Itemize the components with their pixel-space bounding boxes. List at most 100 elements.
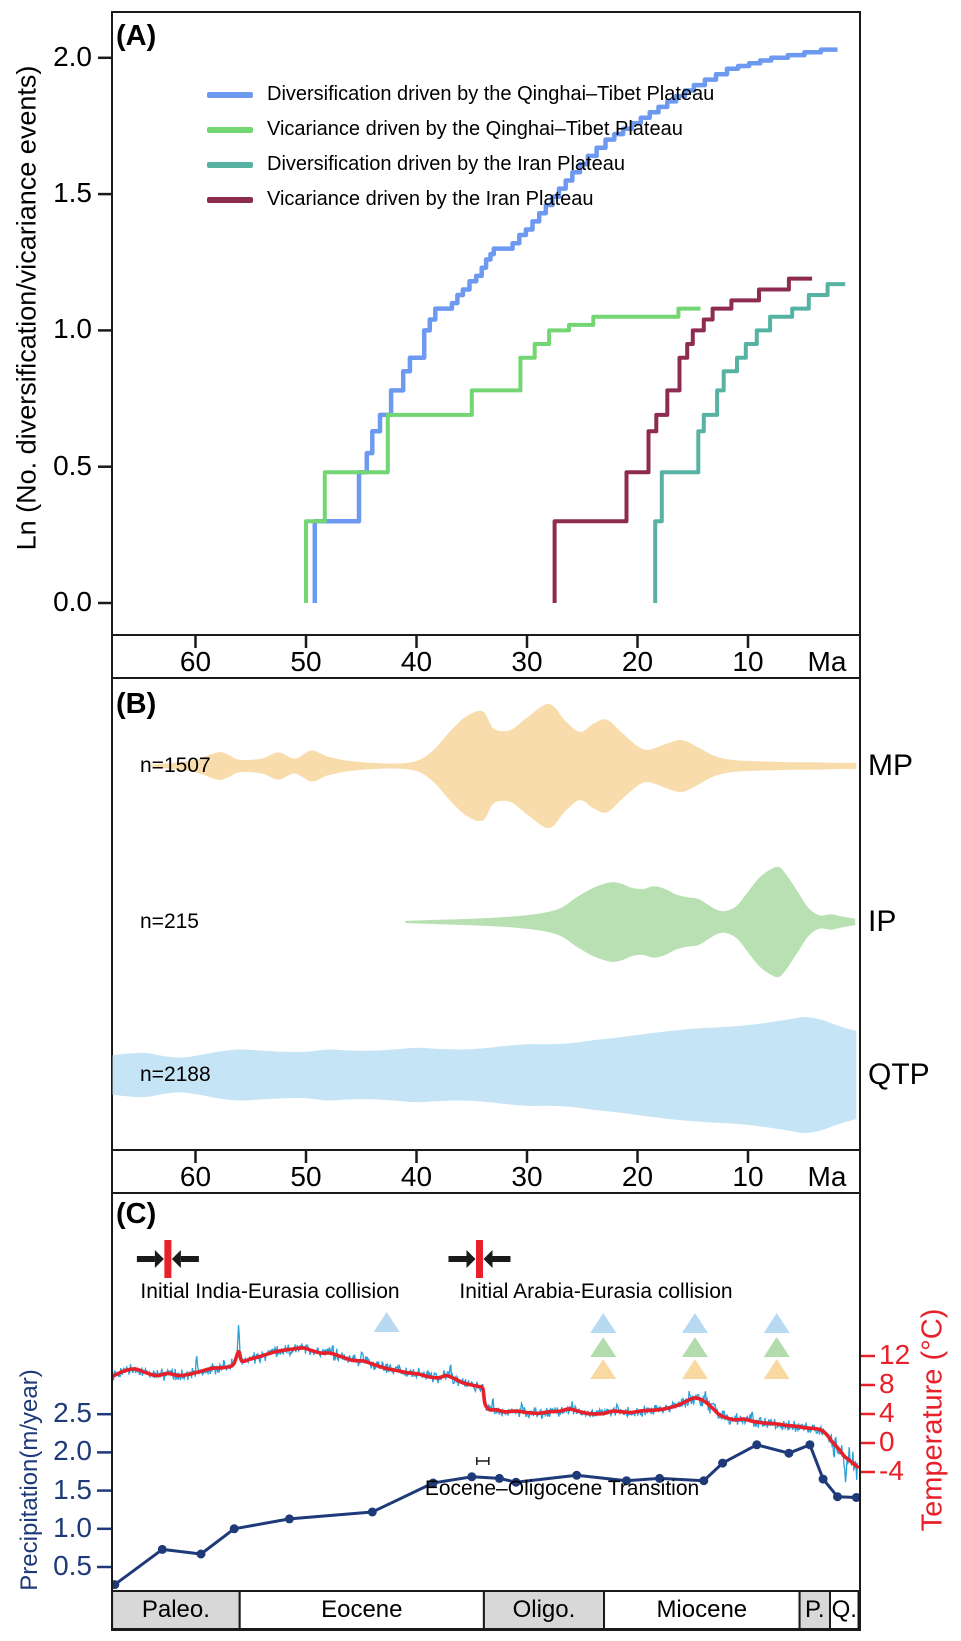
precipitation-point: [718, 1458, 728, 1468]
collision-arrow-right-icon: [492, 1256, 511, 1262]
legend-swatch-line: [207, 196, 253, 203]
temperature-smooth-curve: [113, 1346, 859, 1469]
temperature-axis-label: Temperature (°C): [916, 1308, 949, 1532]
violin-count-label: n=1507: [140, 754, 211, 777]
precipitation-point: [367, 1507, 377, 1517]
epoch-label: Paleo.: [141, 1596, 210, 1623]
x-axis-unit-label: Ma: [807, 646, 847, 677]
temperature-tick-label: 0: [879, 1426, 895, 1457]
violin-group-label: IP: [868, 905, 897, 938]
epoch-segment: [482, 1590, 606, 1630]
panel-c-box: [111, 1192, 861, 1631]
precipitation-point: [805, 1440, 815, 1450]
epoch-label: Miocene: [656, 1596, 748, 1623]
temperature-tick-label: 8: [879, 1368, 895, 1399]
precipitation-tick-label: 0.5: [53, 1550, 92, 1581]
collision-arrowhead-icon: [171, 1250, 181, 1268]
precipitation-curve: [113, 1443, 857, 1586]
precipitation-point: [511, 1477, 521, 1487]
collision-bar-icon: [475, 1240, 483, 1278]
temperature-tick-label: 4: [879, 1397, 895, 1428]
panel-a-y-tick-label: 2.0: [53, 40, 92, 72]
uplift-triangle: [590, 1359, 617, 1379]
legend-item-label: Diversification driven by the Iran Plate…: [267, 153, 625, 175]
precipitation-point: [467, 1472, 477, 1482]
step-curve: [312, 47, 838, 603]
precipitation-point: [655, 1473, 665, 1483]
x-axis-unit-label: Ma: [807, 1161, 847, 1192]
uplift-triangle: [590, 1313, 617, 1333]
precipitation-point: [428, 1478, 438, 1488]
step-curve: [304, 306, 701, 603]
legend-item: Diversification driven by the Qinghai–Ti…: [207, 83, 714, 106]
uplift-triangle: [681, 1337, 708, 1357]
precipitation-point: [572, 1470, 582, 1480]
x-tick-label: 50: [290, 1161, 322, 1192]
x-tick-label: 50: [290, 646, 322, 677]
precipitation-point: [818, 1474, 828, 1484]
precipitation-point: [157, 1544, 167, 1554]
legend-swatch-line: [207, 126, 253, 133]
step-curve: [653, 282, 846, 603]
collision-arrow-left-icon: [448, 1256, 467, 1262]
precipitation-point: [622, 1476, 631, 1486]
epoch-label: Q.: [831, 1596, 857, 1623]
uplift-triangle: [681, 1359, 708, 1379]
x-tick-label: 40: [400, 1161, 433, 1192]
india-collision-label: Initial India-Eurasia collision: [140, 1280, 400, 1303]
legend-item-label: Vicariance driven by the Iran Plateau: [267, 188, 594, 210]
x-tick-label: 30: [511, 646, 543, 677]
temperature-tick-label: 12: [879, 1339, 911, 1370]
precipitation-point: [833, 1492, 842, 1502]
precipitation-point: [229, 1524, 239, 1534]
collision-arrowhead-icon: [483, 1250, 493, 1268]
x-tick-label: 30: [511, 1161, 543, 1192]
legend-swatch-line: [207, 91, 253, 98]
violin-count-label: n=2188: [140, 1063, 211, 1086]
violin-count-label: n=215: [140, 910, 199, 933]
uplift-triangle: [763, 1337, 790, 1357]
legend-swatch-line: [207, 161, 253, 168]
violin-qtp: [112, 1016, 857, 1134]
precipitation-point: [699, 1476, 709, 1486]
panel-c-letter: (C): [116, 1198, 157, 1230]
epoch-segment: [111, 1590, 241, 1630]
x-tick-label: 60: [179, 1161, 212, 1192]
uplift-triangle: [373, 1312, 400, 1332]
uplift-triangle: [763, 1313, 790, 1333]
temperature-tick-label: -4: [879, 1455, 904, 1486]
step-curve: [552, 276, 813, 603]
precipitation-tick-label: 2.0: [53, 1435, 92, 1467]
epoch-segment: [798, 1590, 831, 1630]
precipitation-tick-label: 2.5: [53, 1397, 92, 1429]
violin-group-label: QTP: [868, 1058, 930, 1091]
precipitation-point: [494, 1473, 504, 1483]
legend-item-label: Vicariance driven by the Qinghai–Tibet P…: [267, 118, 683, 140]
collision-bar-icon: [164, 1240, 172, 1278]
x-tick-label: 10: [732, 1161, 764, 1192]
collision-arrowhead-icon: [154, 1250, 164, 1268]
collision-arrowhead-icon: [466, 1250, 476, 1268]
precipitation-point: [196, 1549, 206, 1559]
panel-a-y-tick-label: 0.5: [53, 449, 92, 481]
eot-label: Eocene–Oligocene Transition: [424, 1477, 700, 1500]
x-tick-label: 20: [621, 646, 654, 677]
panel-a-y-tick-label: 1.0: [53, 313, 92, 345]
panel-b-letter: (B): [116, 688, 157, 720]
uplift-triangle: [590, 1337, 617, 1357]
legend-item: Diversification driven by the Iran Plate…: [207, 153, 625, 176]
violin-mp: [151, 703, 857, 829]
collision-arrow-left-icon: [136, 1256, 155, 1262]
collision-arrow-right-icon: [180, 1256, 199, 1262]
violin-group-label: MP: [868, 749, 913, 782]
precipitation-tick-label: 1.0: [53, 1511, 92, 1543]
epoch-label: Oligo.: [512, 1596, 576, 1623]
panel-a-y-tick-label: 0.0: [53, 586, 92, 617]
epoch-label: Eocene: [321, 1596, 403, 1623]
epoch-label: P.: [805, 1596, 825, 1623]
panel-a-y-tick-label: 1.5: [53, 177, 92, 209]
uplift-triangle: [763, 1359, 790, 1379]
violin-ip: [405, 866, 856, 978]
